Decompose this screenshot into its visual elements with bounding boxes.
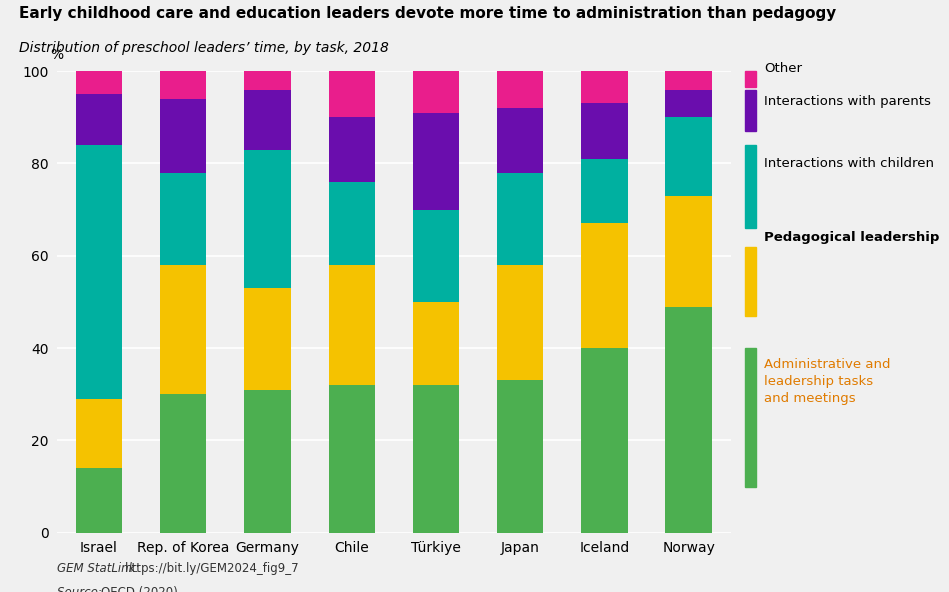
Bar [244, 390, 290, 533]
Bar [413, 210, 459, 302]
Bar [497, 108, 544, 173]
Bar [76, 71, 122, 94]
Bar [244, 89, 290, 150]
Bar [497, 381, 544, 533]
Text: GEM StatLink:: GEM StatLink: [57, 562, 143, 575]
Bar [328, 117, 375, 182]
Bar [581, 348, 627, 533]
Text: Administrative and
leadership tasks
and meetings: Administrative and leadership tasks and … [764, 358, 890, 405]
Bar [413, 302, 459, 385]
Text: %: % [50, 48, 64, 62]
Bar [244, 71, 290, 89]
Bar [581, 104, 627, 159]
Bar [244, 288, 290, 390]
Bar [76, 399, 122, 468]
Text: Distribution of preschool leaders’ time, by task, 2018: Distribution of preschool leaders’ time,… [19, 41, 389, 56]
Bar [160, 394, 207, 533]
Bar [76, 145, 122, 399]
Bar [665, 117, 712, 196]
Text: Pedagogical leadership: Pedagogical leadership [764, 231, 940, 244]
Text: Source:: Source: [57, 586, 105, 592]
Bar [581, 71, 627, 104]
Bar [160, 99, 207, 173]
Bar [497, 265, 544, 381]
Bar [328, 265, 375, 385]
Bar [665, 89, 712, 117]
Bar [76, 468, 122, 533]
Bar [244, 150, 290, 288]
Text: Early childhood care and education leaders devote more time to administration th: Early childhood care and education leade… [19, 6, 836, 21]
Bar [160, 71, 207, 99]
Bar [665, 196, 712, 307]
Bar [160, 173, 207, 265]
Bar [497, 71, 544, 108]
Bar [328, 182, 375, 265]
Text: Other: Other [764, 62, 802, 75]
Text: https://bit.ly/GEM2024_fig9_7: https://bit.ly/GEM2024_fig9_7 [125, 562, 300, 575]
Bar [413, 112, 459, 210]
Bar [581, 223, 627, 348]
Bar [413, 71, 459, 112]
Bar [328, 385, 375, 533]
Bar [497, 173, 544, 265]
Bar [413, 385, 459, 533]
Text: OECD (2020).: OECD (2020). [101, 586, 181, 592]
Text: Interactions with parents: Interactions with parents [764, 95, 931, 108]
Bar [665, 307, 712, 533]
Bar [160, 265, 207, 394]
Text: Interactions with children: Interactions with children [764, 157, 934, 170]
Bar [581, 159, 627, 223]
Bar [665, 71, 712, 89]
Bar [328, 71, 375, 117]
Bar [76, 94, 122, 145]
